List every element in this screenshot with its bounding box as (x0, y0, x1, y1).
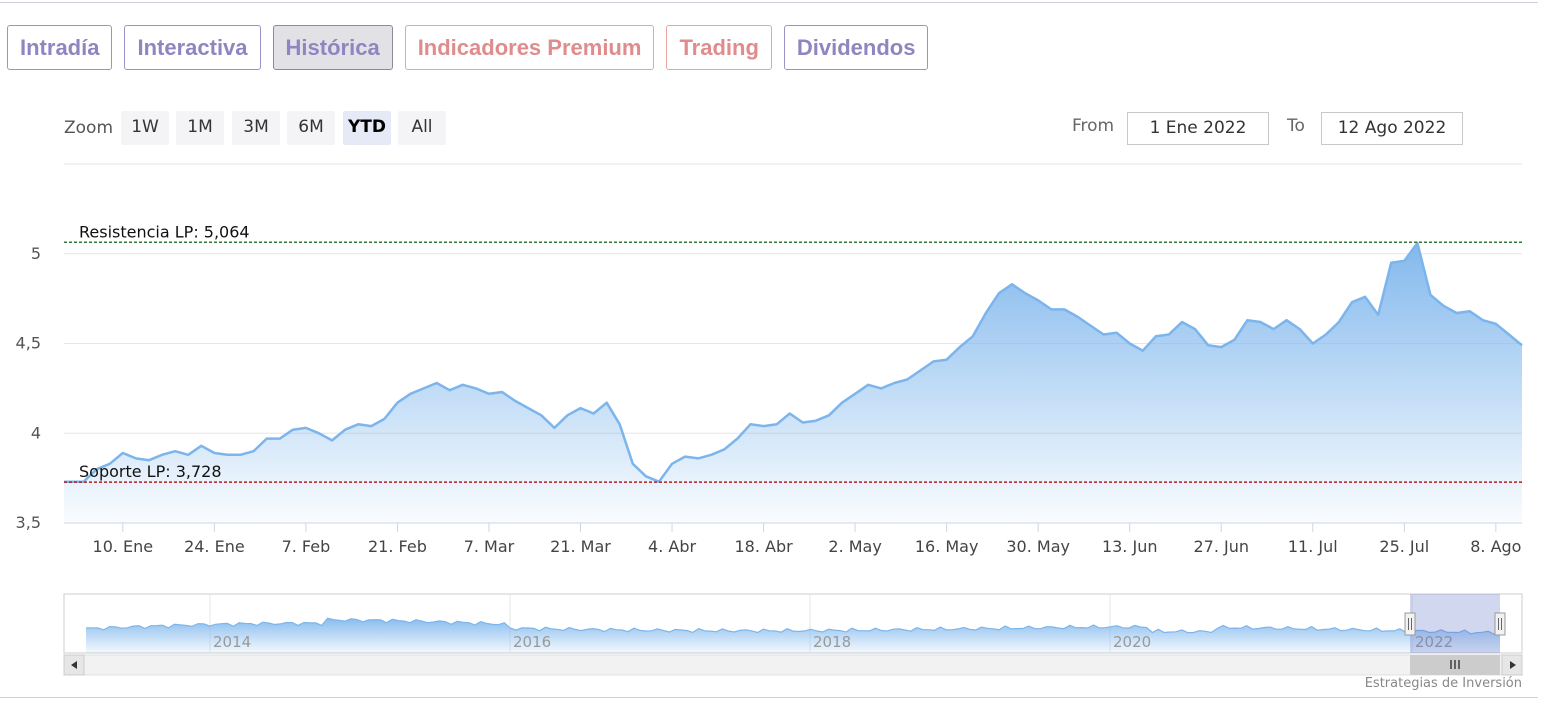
chart-credits: Estrategias de Inversión (1364, 676, 1522, 691)
y-tick-label: 4,5 (16, 334, 41, 353)
zoom-3m-button[interactable]: 3M (232, 111, 280, 145)
range-from-input[interactable]: 1 Ene 2022 (1127, 112, 1269, 145)
tab-interactiva[interactable]: Interactiva (124, 25, 261, 70)
navigator-label: 2020 (1113, 633, 1151, 651)
x-tick-label: 21. Feb (368, 537, 427, 556)
navigator-label: 2014 (213, 633, 251, 651)
chart-tabs: Intradía Interactiva Histórica Indicadores … (7, 25, 940, 70)
x-tick-label: 30. May (1006, 537, 1070, 556)
zoom-label: Zoom (64, 118, 114, 138)
x-tick-label: 16. May (915, 537, 979, 556)
tab-indicadores-premium[interactable]: Indicadores Premium (404, 25, 655, 70)
zoom-all-button[interactable]: All (398, 111, 446, 145)
x-tick-label: 4. Abr (648, 537, 696, 556)
x-tick-label: 25. Jul (1379, 537, 1429, 556)
range-to-label: To (1287, 116, 1305, 136)
x-tick-label: 10. Ene (93, 537, 154, 556)
tab-intrad-a[interactable]: Intradía (7, 25, 113, 70)
range-to-input[interactable]: 12 Ago 2022 (1321, 112, 1463, 145)
x-tick-label: 27. Jun (1193, 537, 1249, 556)
top-divider (0, 2, 1538, 3)
scroll-right-arrow-icon (1510, 661, 1516, 669)
y-tick-label: 3,5 (16, 513, 41, 532)
scroll-left-arrow-icon (71, 661, 77, 669)
x-tick-label: 24. Ene (184, 537, 245, 556)
navigator-label: 2016 (513, 633, 551, 651)
series-line (64, 241, 1523, 483)
x-tick-label: 7. Mar (464, 537, 515, 556)
x-tick-label: 8. Ago (1470, 537, 1521, 556)
tab-hist-rica[interactable]: Histórica (272, 25, 393, 70)
x-tick-label: 2. May (828, 537, 881, 556)
navigator-label: 2022 (1415, 633, 1453, 651)
x-tick-label: 11. Jul (1288, 537, 1338, 556)
series-area (64, 243, 1522, 523)
x-tick-label: 18. Abr (734, 537, 793, 556)
tab-dividendos[interactable]: Dividendos (783, 25, 929, 70)
navigator-handle[interactable] (1494, 612, 1506, 636)
navigator-line (85, 617, 1501, 635)
navigator-handle[interactable] (1404, 612, 1416, 636)
zoom-1m-button[interactable]: 1M (176, 111, 224, 145)
navigator-area (86, 618, 1500, 653)
x-tick-label: 21. Mar (550, 537, 611, 556)
range-from-label: From (1072, 116, 1115, 136)
x-tick-label: 13. Jun (1102, 537, 1158, 556)
x-tick-label: 7. Feb (282, 537, 331, 556)
zoom-ytd-button[interactable]: YTD (343, 111, 391, 145)
bottom-divider (0, 697, 1538, 698)
zoom-1w-button[interactable]: 1W (121, 111, 169, 145)
y-tick-label: 4 (31, 423, 41, 442)
navigator-label: 2018 (813, 633, 851, 651)
scrollbar-track[interactable] (63, 654, 1523, 676)
zoom-6m-button[interactable]: 6M (287, 111, 335, 145)
tab-trading[interactable]: Trading (666, 25, 772, 70)
y-tick-label: 5 (31, 244, 41, 263)
plot-line-label: Resistencia LP: 5,064 (79, 222, 250, 241)
navigator-selection[interactable] (1410, 594, 1500, 653)
plot-line-label: Soporte LP: 3,728 (79, 462, 222, 481)
